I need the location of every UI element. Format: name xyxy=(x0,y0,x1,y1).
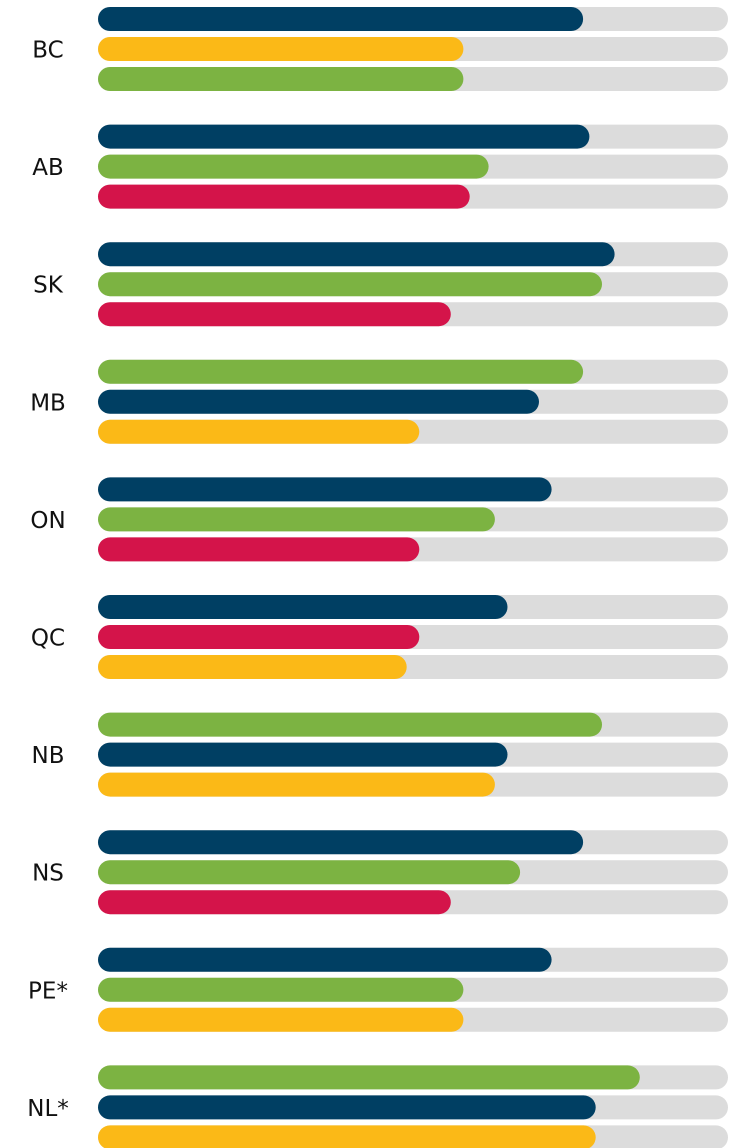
bar xyxy=(98,537,420,562)
category-label: AB xyxy=(32,155,64,181)
bar xyxy=(98,625,420,649)
category-label: ON xyxy=(30,508,65,534)
bar xyxy=(98,890,451,915)
bar xyxy=(98,595,508,619)
bar xyxy=(98,742,508,767)
bar xyxy=(98,977,464,1002)
bar xyxy=(98,947,552,972)
category-label: PE* xyxy=(28,978,68,1004)
bar xyxy=(98,507,495,532)
bar xyxy=(98,67,464,91)
bar xyxy=(98,1125,596,1148)
bar xyxy=(98,655,407,679)
bar xyxy=(98,389,539,414)
category-label: NB xyxy=(32,743,65,769)
bar xyxy=(98,359,584,384)
bar xyxy=(98,1007,464,1032)
bar xyxy=(98,1095,596,1120)
bar xyxy=(98,184,470,209)
bar xyxy=(98,772,495,797)
category-label: QC xyxy=(31,626,65,652)
bar xyxy=(98,272,602,297)
bar xyxy=(98,7,584,31)
category-label: MB xyxy=(30,390,66,416)
bar xyxy=(98,712,602,737)
bar xyxy=(98,477,552,502)
bar xyxy=(98,830,584,855)
bar xyxy=(98,37,464,61)
bar xyxy=(98,860,521,885)
category-label: NL* xyxy=(27,1096,69,1122)
bar xyxy=(98,124,590,149)
bar xyxy=(98,154,489,179)
category-label: NS xyxy=(32,861,64,887)
category-label: BC xyxy=(32,38,63,64)
bar xyxy=(98,1065,640,1090)
category-label: SK xyxy=(33,273,64,299)
bar xyxy=(98,419,420,444)
bar xyxy=(98,242,615,267)
bar xyxy=(98,302,451,327)
